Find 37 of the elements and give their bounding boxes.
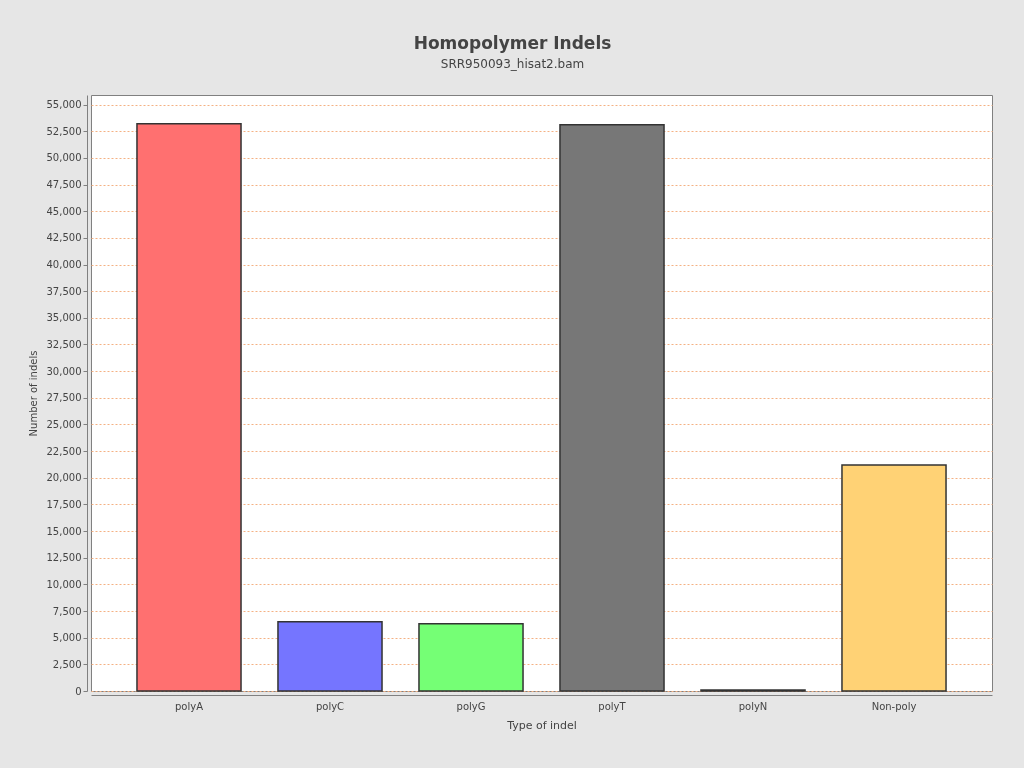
y-tick-label: 52,500 <box>46 125 82 137</box>
y-tick-label: 7,500 <box>52 605 82 617</box>
y-tick-label: 30,000 <box>46 365 82 377</box>
y-tick-label: 27,500 <box>46 392 82 404</box>
y-tick-label: 47,500 <box>46 179 82 191</box>
y-tick-label: 37,500 <box>46 285 82 297</box>
x-axis-title: Type of indel <box>506 718 577 732</box>
y-tick-label: 17,500 <box>46 498 82 510</box>
x-tick-label: polyG <box>456 700 486 712</box>
y-tick-label: 20,000 <box>46 472 82 484</box>
x-tick-label: Non-poly <box>871 700 917 712</box>
y-tick-label: 32,500 <box>46 338 82 350</box>
y-tick-label: 5,000 <box>52 632 82 644</box>
y-tick-label: 22,500 <box>46 445 82 457</box>
bar <box>418 623 524 692</box>
y-tick-label: 10,000 <box>46 578 82 590</box>
y-tick-label: 40,000 <box>46 259 82 271</box>
y-tick-label: 15,000 <box>46 525 82 537</box>
x-tick-label: polyC <box>315 700 345 712</box>
y-tick-label: 35,000 <box>46 312 82 324</box>
x-tick-label: polyN <box>738 700 768 712</box>
y-tick-label: 0 <box>75 685 82 697</box>
bar <box>277 620 383 692</box>
y-tick-label: 45,000 <box>46 205 82 217</box>
x-tick-label: polyT <box>598 700 627 712</box>
bar <box>841 464 947 692</box>
chart-subtitle: SRR950093_hisat2.bam <box>440 57 585 71</box>
y-tick-label: 12,500 <box>46 552 82 564</box>
bar <box>136 123 242 692</box>
y-tick-label: 25,000 <box>46 418 82 430</box>
y-tick-label: 2,500 <box>52 658 82 670</box>
chart-title: Homopolymer Indels <box>413 33 612 53</box>
y-tick-label: 55,000 <box>46 99 82 111</box>
y-tick-label: 50,000 <box>46 152 82 164</box>
x-tick-label: polyA <box>174 700 204 712</box>
y-axis-title: Number of indels <box>27 350 39 437</box>
y-tick-label: 42,500 <box>46 232 82 244</box>
